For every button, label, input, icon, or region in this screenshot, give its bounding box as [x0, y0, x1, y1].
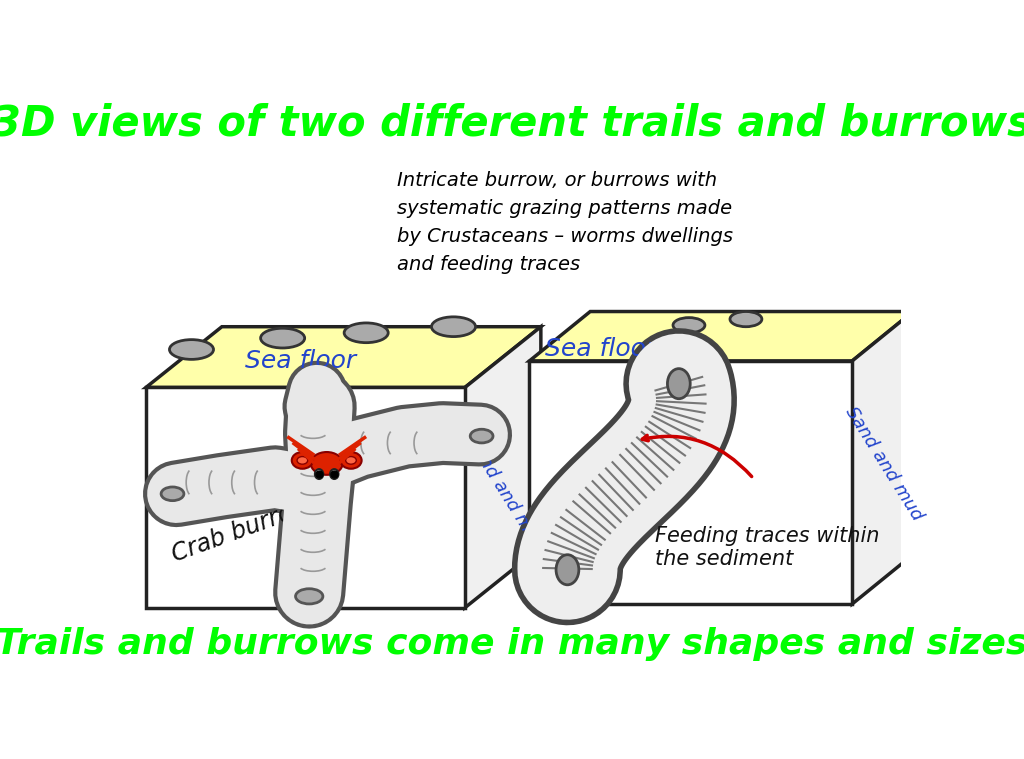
Text: Sand and mud: Sand and mud [842, 403, 927, 524]
Polygon shape [146, 326, 541, 388]
Ellipse shape [292, 452, 313, 469]
Text: Sand and mud: Sand and mud [463, 433, 548, 554]
Ellipse shape [470, 430, 493, 443]
Ellipse shape [431, 317, 475, 336]
Ellipse shape [346, 457, 356, 465]
Ellipse shape [344, 323, 388, 342]
Polygon shape [529, 361, 852, 604]
Text: Sea floor: Sea floor [545, 338, 655, 361]
Ellipse shape [161, 487, 184, 501]
Ellipse shape [310, 452, 343, 475]
Text: Sea floor: Sea floor [245, 349, 355, 373]
Text: 3D views of two different trails and burrows: 3D views of two different trails and bur… [0, 102, 1024, 144]
Text: Feeding traces within
the sediment: Feeding traces within the sediment [654, 526, 880, 569]
Text: Crab burrows: Crab burrows [169, 490, 327, 566]
Ellipse shape [296, 589, 323, 604]
Ellipse shape [673, 317, 705, 332]
Ellipse shape [340, 452, 361, 469]
Polygon shape [852, 311, 913, 604]
Ellipse shape [315, 469, 324, 479]
Ellipse shape [730, 311, 762, 326]
Ellipse shape [330, 469, 339, 479]
Text: Intricate burrow, or burrows with
systematic grazing patterns made
by Crustacean: Intricate burrow, or burrows with system… [396, 171, 732, 274]
Ellipse shape [169, 339, 214, 359]
Ellipse shape [556, 555, 579, 584]
Ellipse shape [668, 369, 690, 398]
Polygon shape [529, 311, 913, 361]
Polygon shape [465, 326, 541, 608]
Text: Trails and burrows come in many shapes and sizes: Trails and burrows come in many shapes a… [0, 627, 1024, 661]
Ellipse shape [297, 457, 307, 465]
Polygon shape [146, 388, 465, 608]
Ellipse shape [260, 328, 305, 348]
